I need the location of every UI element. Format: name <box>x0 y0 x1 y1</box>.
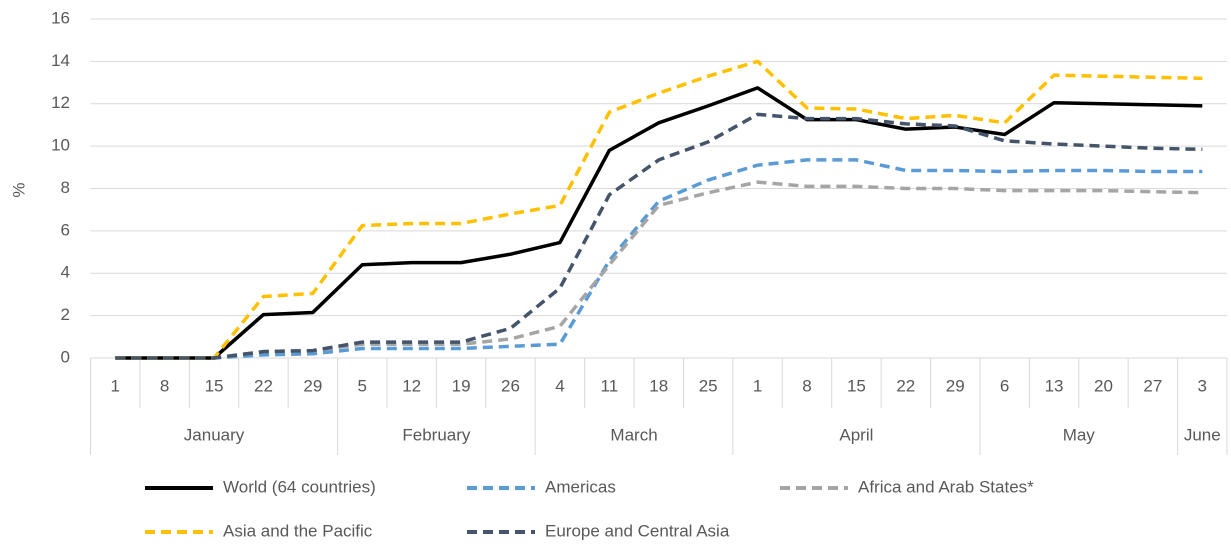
x-tick-label: 22 <box>254 376 273 395</box>
legend-label: Asia and the Pacific <box>223 521 373 540</box>
series-line <box>115 158 1203 360</box>
x-tick-label: 5 <box>358 376 367 395</box>
y-tick-label: 16 <box>51 8 70 27</box>
x-tick-label: 3 <box>1198 376 1207 395</box>
legend-label: Europe and Central Asia <box>545 521 730 540</box>
y-tick-label: 14 <box>51 51 70 70</box>
x-tick-label: 27 <box>1143 376 1162 395</box>
x-tick-label: 1 <box>110 376 119 395</box>
y-tick-label: 10 <box>51 136 70 155</box>
x-tick-label: 15 <box>847 376 866 395</box>
x-tick-label: 11 <box>601 376 619 395</box>
y-axis-label: % <box>9 182 28 197</box>
legend-label: Africa and Arab States* <box>858 477 1034 496</box>
x-tick-label: 6 <box>1000 376 1009 395</box>
x-group-label: February <box>402 425 471 444</box>
x-tick-label: 19 <box>452 376 471 395</box>
x-tick-label: 12 <box>402 376 421 395</box>
x-group-label: April <box>839 425 873 444</box>
x-tick-label: 29 <box>303 376 322 395</box>
x-tick-label: 18 <box>649 376 668 395</box>
x-tick-label: 8 <box>160 376 169 395</box>
series-line <box>115 180 1203 360</box>
x-tick-label: 8 <box>802 376 811 395</box>
x-tick-label: 26 <box>501 376 520 395</box>
series-line <box>115 86 1203 360</box>
x-tick-label: 15 <box>205 376 224 395</box>
y-tick-label: 6 <box>61 220 70 239</box>
y-tick-label: 2 <box>61 305 70 324</box>
x-tick-label: 20 <box>1094 376 1113 395</box>
x-tick-label: 1 <box>753 376 762 395</box>
x-group-label: March <box>610 425 657 444</box>
x-group-label: June <box>1184 425 1221 444</box>
series-line <box>115 59 1203 360</box>
y-tick-label: 8 <box>61 178 70 197</box>
x-tick-label: 29 <box>946 376 965 395</box>
y-tick-label: 4 <box>61 263 70 282</box>
y-tick-label: 0 <box>61 347 70 366</box>
y-tick-label: 12 <box>51 93 70 112</box>
x-group-label: May <box>1063 425 1096 444</box>
x-tick-label: 13 <box>1045 376 1064 395</box>
legend-label: Americas <box>545 477 616 496</box>
x-tick-label: 4 <box>555 376 564 395</box>
x-group-label: January <box>184 425 245 444</box>
x-tick-label: 22 <box>896 376 915 395</box>
series-line <box>115 112 1203 360</box>
legend-label: World (64 countries) <box>223 477 376 496</box>
x-tick-label: 25 <box>699 376 718 395</box>
